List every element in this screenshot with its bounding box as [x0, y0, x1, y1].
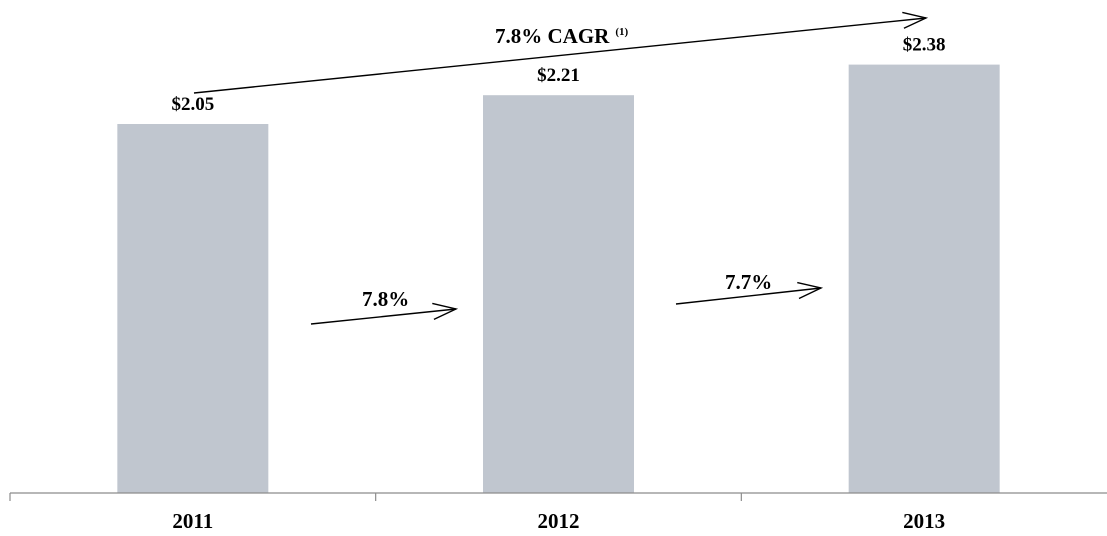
growth-label-2012-2013: 7.7%: [725, 270, 772, 294]
growth-arrow-2011-2012: [310, 309, 456, 325]
value-label-2011: $2.05: [171, 94, 214, 115]
growth-arrow-2012-2013: [675, 288, 821, 305]
value-label-2012: $2.21: [537, 65, 580, 86]
value-label-2013: $2.38: [903, 35, 946, 56]
cagr-annotation: 7.8% CAGR (1): [193, 18, 926, 94]
cagr-label: 7.8% CAGR (1): [495, 24, 629, 48]
bar-2012: [483, 95, 634, 493]
x-tick-label-2012: 2012: [538, 509, 580, 533]
growth-label-2011-2012: 7.8%: [362, 287, 409, 311]
growth-annotation-2012-2013: 7.7%: [675, 270, 821, 305]
value-labels-layer: $2.05 $2.21 $2.38: [171, 35, 945, 115]
bar-2011: [117, 124, 269, 493]
bars-layer: [117, 64, 1000, 493]
cagr-arrow: [193, 18, 926, 94]
cagr-footnote-marker: (1): [615, 26, 628, 38]
x-tick-label-2011: 2011: [172, 509, 213, 533]
x-tick-label-2013: 2013: [903, 509, 945, 533]
cagr-text: 7.8% CAGR: [495, 24, 610, 48]
x-axis-ticks: [9, 493, 742, 501]
growth-annotation-2011-2012: 7.8%: [310, 287, 456, 325]
bar-2013: [848, 64, 1000, 493]
x-axis-tick-labels: 2011 2012 2013: [172, 509, 945, 533]
